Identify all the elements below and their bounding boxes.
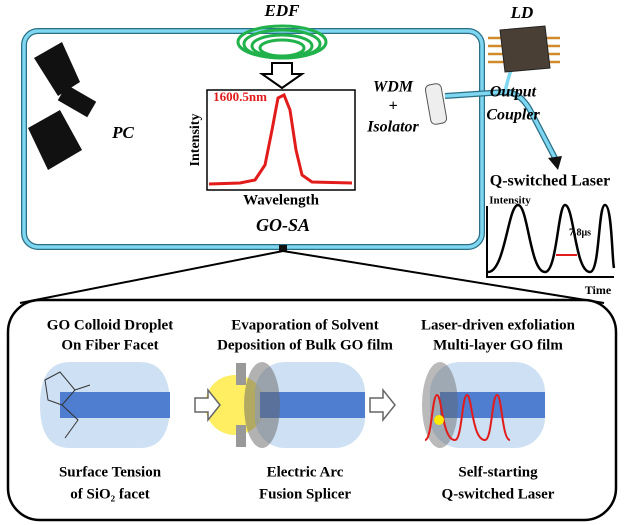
step-illustration [40, 362, 170, 448]
step-illustration [422, 362, 545, 448]
zoom-line [20, 251, 283, 303]
step-caption: Fusion Splicer [259, 486, 351, 502]
step-caption: of SiO₂ facet [70, 486, 149, 502]
output-arrow [548, 156, 562, 170]
step-caption: Q-switched Laser [442, 486, 555, 502]
period-label: 7.8μs [569, 227, 591, 238]
step-caption: Surface Tension [59, 464, 162, 480]
step-heading: Multi-layer GO film [433, 337, 563, 353]
pc-label: PC [111, 123, 134, 142]
step-heading: GO Colloid Droplet [47, 317, 173, 333]
diagram: EDF 1600.5nm Intensity Wavelength GO-SA … [0, 0, 624, 525]
pulse-train [488, 205, 614, 272]
inset-frame [207, 90, 355, 190]
wdm-isolator [425, 83, 448, 125]
ld-label: LD [510, 3, 534, 22]
step-heading: Deposition of Bulk GO film [217, 337, 393, 353]
step-caption: Electric Arc [267, 464, 344, 480]
output-fiber-core [445, 92, 555, 158]
go-sa-label: GO-SA [256, 215, 310, 235]
inset-x-label: Wavelength [243, 192, 319, 208]
edf-coil [238, 26, 326, 58]
coupler-label: Output [490, 84, 537, 101]
edf-label: EDF [264, 1, 301, 20]
wdm-label: Isolator [366, 119, 419, 136]
step-caption: Self-starting [458, 464, 538, 480]
wdm-label: WDM [373, 79, 414, 96]
polarization-controller [28, 42, 96, 170]
inset-y-label: Intensity [188, 114, 203, 167]
laser-diode [488, 26, 560, 72]
q-plot-y-label: Intensity [489, 195, 531, 207]
down-arrow [262, 63, 302, 88]
peak-label: 1600.5nm [213, 89, 267, 104]
step-heading: On Fiber Facet [61, 337, 158, 353]
q-plot-x-label: Time [585, 283, 612, 297]
q-plot-title: Q-switched Laser [490, 173, 610, 190]
step-heading: Evaporation of Solvent [231, 317, 379, 333]
wdm-label: + [388, 98, 397, 115]
step-heading: Laser-driven exfoliation [421, 317, 576, 333]
coupler-label: Coupler [486, 107, 540, 124]
